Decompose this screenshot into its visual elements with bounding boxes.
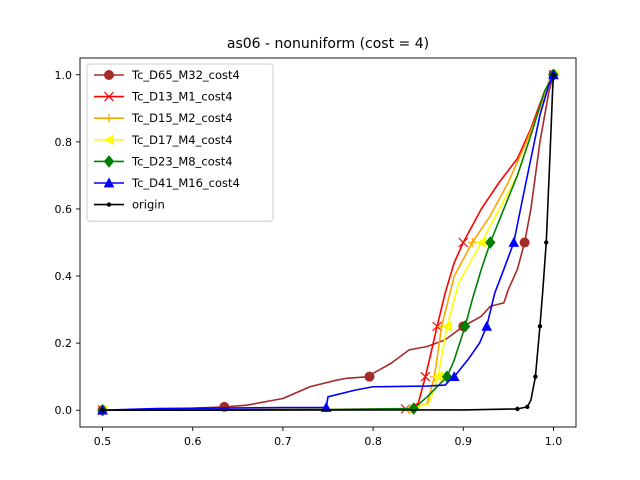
x-tick-label: 1.0 (545, 435, 563, 448)
series-6 (100, 72, 556, 413)
plot-frame (79, 57, 577, 428)
legend-marker (103, 155, 115, 168)
series-point (508, 236, 520, 247)
series-line (102, 74, 555, 412)
series-point (525, 404, 530, 410)
series-layer (96, 68, 559, 417)
legend-box (86, 63, 274, 222)
legend-marker (106, 202, 112, 207)
chart-title: as06 - nonuniform (cost = 4) (227, 36, 429, 52)
series-point (100, 408, 105, 413)
series-point (519, 237, 530, 248)
legend-label: Tc_D17_M4_cost4 (131, 133, 233, 147)
series-point (485, 236, 496, 249)
legend-item: origin (94, 198, 165, 212)
legend-label: Tc_D65_M32_cost4 (131, 68, 240, 82)
legend-item: Tc_D65_M32_cost4 (94, 68, 240, 82)
series-point (458, 237, 469, 248)
series-point (551, 72, 556, 77)
x-tick-label: 0.8 (364, 435, 382, 448)
y-tick-label: 0.8 (55, 136, 73, 149)
x-tick-label: 0.6 (184, 435, 202, 448)
series-point (533, 374, 538, 379)
series-point (364, 371, 375, 382)
series-point (441, 321, 453, 332)
series-point (459, 320, 471, 333)
legend-label: origin (132, 198, 165, 212)
series-point (420, 371, 431, 382)
legend-marker (104, 113, 114, 123)
x-tick-label: 0.9 (455, 435, 473, 448)
legend-marker (104, 91, 114, 102)
series-point (408, 402, 419, 415)
series-point (432, 321, 443, 332)
series-point (544, 240, 549, 245)
series-point (515, 406, 520, 412)
series-point (481, 320, 493, 331)
legend-item: Tc_D41_M16_cost4 (94, 176, 240, 190)
series-line (102, 74, 555, 412)
legend-marker (103, 177, 115, 188)
legend-item: Tc_D15_M2_cost4 (94, 111, 233, 125)
y-tick-label: 1.0 (55, 69, 73, 82)
legend-label: Tc_D23_M8_cost4 (131, 154, 233, 168)
legend-item: Tc_D13_M1_cost4 (94, 90, 233, 104)
series-point (448, 371, 460, 382)
legend: Tc_D65_M32_cost4 Tc_D13_M1_cost4 Tc_D15_M2… (86, 63, 274, 222)
legend-label: Tc_D13_M1_cost4 (131, 90, 233, 104)
y-tick-label: 0.2 (55, 337, 73, 350)
series-point (467, 238, 477, 247)
legend-item: Tc_D23_M8_cost4 (94, 154, 233, 168)
x-tick-label: 0.5 (94, 435, 112, 448)
series-line (102, 74, 555, 412)
x-tick-label: 0.7 (274, 435, 292, 448)
legend-item: Tc_D17_M4_cost4 (94, 133, 233, 147)
legend-label: Tc_D15_M2_cost4 (131, 111, 233, 125)
axes-layer: 0.5 0.6 0.7 0.8 0.9 1.0 0.0 0.2 0.4 0.6 0.8 1.0 (55, 57, 577, 448)
y-tick-label: 0.6 (55, 203, 73, 216)
legend-marker (103, 134, 114, 146)
y-tick-label: 0.4 (55, 270, 73, 283)
y-tick-label: 0.0 (55, 404, 73, 417)
legend-label: Tc_D41_M16_cost4 (131, 176, 240, 190)
series-point (537, 324, 543, 329)
legend-marker (104, 70, 114, 80)
